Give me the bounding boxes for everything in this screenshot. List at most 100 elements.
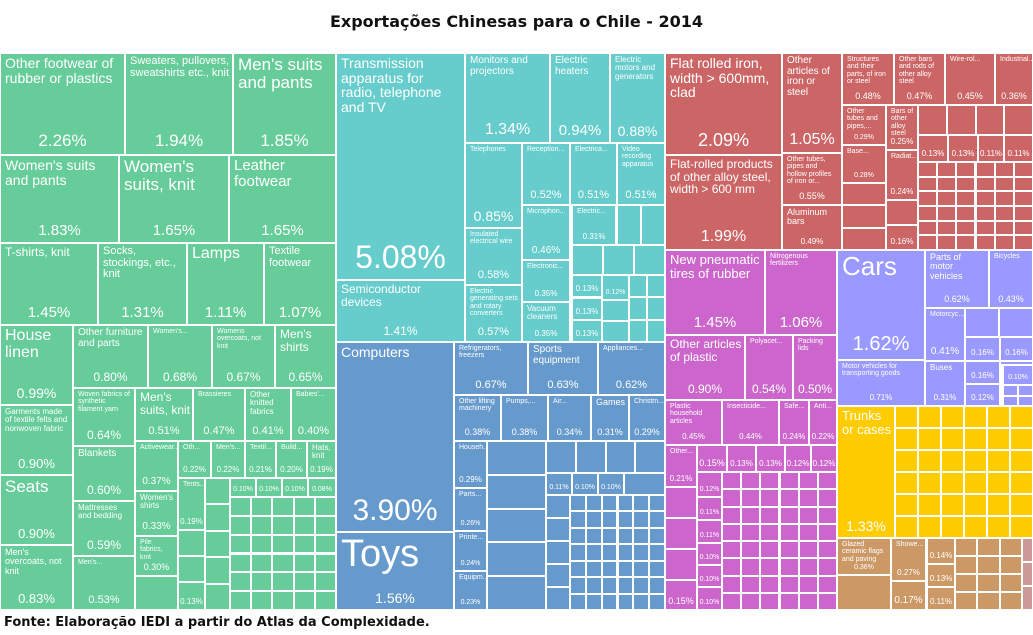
treemap-tile-small[interactable] [946, 105, 976, 135]
treemap-tile[interactable]: Parts... 0.26% [454, 488, 487, 531]
treemap-tile-small[interactable] [601, 577, 618, 594]
treemap-tile-small[interactable] [937, 162, 957, 177]
treemap-tile-small[interactable] [779, 506, 799, 524]
treemap-tile[interactable]: Microphon... 0.46% [522, 205, 570, 260]
treemap-tile-small[interactable] [230, 534, 252, 554]
treemap-tile-small[interactable] [760, 489, 780, 507]
treemap-tile[interactable]: 0.10% [282, 478, 308, 497]
treemap-tile[interactable]: Vacuum cleaners 0.35% [522, 302, 570, 342]
treemap-tile-small[interactable] [1013, 235, 1033, 250]
treemap-tile-small[interactable] [760, 558, 780, 576]
treemap-tile-small[interactable] [722, 558, 742, 576]
treemap-tile[interactable]: Men's suits and pants 1.85% [233, 53, 336, 155]
treemap-tile-small[interactable] [546, 495, 570, 518]
treemap-tile-small[interactable] [964, 516, 987, 538]
treemap-tile[interactable]: 0.11% [697, 497, 722, 520]
treemap-tile[interactable]: Other lifting machinery 0.38% [454, 395, 501, 441]
treemap-tile[interactable]: Computers 3.90% [336, 342, 454, 532]
treemap-tile-small[interactable] [999, 308, 1033, 337]
treemap-tile[interactable]: Men's shirts 0.65% [275, 325, 336, 388]
treemap-tile-small[interactable] [251, 572, 273, 592]
treemap-tile-small[interactable] [994, 162, 1014, 177]
treemap-tile-small[interactable] [895, 450, 918, 472]
treemap-tile[interactable]: Monitors and projectors 1.34% [465, 53, 550, 143]
treemap-tile-small[interactable] [633, 593, 650, 610]
treemap-tile-small[interactable] [975, 191, 995, 206]
treemap-tile-small[interactable] [798, 558, 818, 576]
treemap-tile[interactable]: Oth... 0.22% [178, 441, 211, 478]
treemap-tile-small[interactable] [760, 575, 780, 593]
treemap-tile[interactable]: Men's... 0.53% [73, 556, 135, 610]
treemap-tile-small[interactable] [937, 220, 957, 236]
treemap-tile[interactable]: 0.10% [572, 473, 598, 495]
treemap-tile[interactable]: Buses 0.31% [925, 361, 965, 406]
treemap-tile-small[interactable] [994, 235, 1014, 250]
treemap-tile-small[interactable] [635, 441, 665, 473]
treemap-tile[interactable]: 0.13% [948, 135, 978, 162]
treemap-tile[interactable]: Bicycles 0.43% [989, 250, 1033, 308]
treemap-tile-small[interactable] [741, 472, 761, 490]
treemap-tile-small[interactable] [570, 544, 586, 561]
treemap-tile-small[interactable] [779, 592, 799, 610]
treemap-tile[interactable]: Womens overcoats, not knit 0.67% [212, 325, 275, 388]
treemap-tile-small[interactable] [918, 494, 941, 516]
treemap-tile-small[interactable] [895, 428, 918, 450]
treemap-tile[interactable]: Other footwear of rubber or plastics 2.26… [0, 53, 125, 155]
treemap-tile-small[interactable] [779, 472, 799, 490]
treemap-tile-small[interactable] [314, 591, 336, 610]
treemap-tile[interactable]: 0.16% [1000, 337, 1033, 361]
treemap-tile[interactable]: Sports equipment 0.63% [528, 342, 598, 395]
treemap-tile-small[interactable] [941, 428, 964, 450]
treemap-tile-small[interactable] [314, 497, 336, 516]
treemap-tile-small[interactable] [817, 489, 837, 507]
treemap-tile-small[interactable] [779, 489, 799, 507]
treemap-tile[interactable]: Appliances... 0.62% [598, 342, 665, 395]
treemap-tile-small[interactable] [546, 587, 570, 610]
treemap-tile[interactable]: Insecticide... 0.44% [722, 400, 779, 445]
treemap-tile-small[interactable] [585, 560, 602, 578]
treemap-tile-small[interactable] [779, 558, 799, 576]
treemap-tile-small[interactable] [314, 572, 336, 592]
treemap-tile-small[interactable] [977, 556, 1000, 574]
treemap-tile-small[interactable] [918, 191, 938, 206]
treemap-tile-small[interactable] [546, 441, 576, 473]
treemap-tile-small[interactable] [205, 530, 230, 558]
treemap-tile-small[interactable] [918, 406, 941, 428]
treemap-tile-small[interactable] [649, 511, 665, 528]
treemap-tile[interactable]: 0.12% [965, 384, 1000, 406]
treemap-tile[interactable]: 0.12% [697, 472, 722, 497]
treemap-tile-small[interactable] [937, 235, 957, 250]
treemap-tile-small[interactable] [760, 592, 780, 610]
treemap-tile[interactable]: Glazed ceramic flags and paving 0.36% [837, 538, 891, 575]
treemap-tile[interactable]: Trunks or cases 1.33% [837, 406, 895, 538]
treemap-tile-small[interactable] [975, 206, 995, 221]
treemap-tile-small[interactable] [817, 575, 837, 593]
treemap-tile-small[interactable] [817, 506, 837, 524]
treemap-tile-small[interactable] [994, 220, 1014, 236]
treemap-tile-small[interactable] [1003, 395, 1018, 406]
treemap-tile-small[interactable] [601, 544, 618, 561]
treemap-tile[interactable]: Printe... 0.24% [454, 531, 487, 571]
treemap-tile-small[interactable] [937, 206, 957, 221]
treemap-tile[interactable]: 0.17% [891, 581, 926, 610]
treemap-tile[interactable]: Women's... 0.68% [148, 325, 212, 388]
treemap-tile-small[interactable] [964, 494, 987, 516]
treemap-tile-small[interactable] [629, 297, 647, 320]
treemap-tile-small[interactable] [977, 538, 1000, 556]
treemap-tile[interactable]: Games 0.31% [591, 395, 629, 441]
treemap-tile-small[interactable] [956, 220, 976, 236]
treemap-tile-small[interactable] [205, 504, 230, 531]
treemap-tile-small[interactable] [570, 560, 586, 578]
treemap-tile[interactable]: Motor vehicles for transporting goods 0.7… [837, 360, 925, 406]
treemap-tile-small[interactable] [602, 321, 629, 342]
treemap-tile-small[interactable] [617, 205, 641, 245]
treemap-tile[interactable]: Electric generating sets and rotary conv… [465, 285, 522, 342]
treemap-tile[interactable]: Electric heaters 0.94% [550, 53, 610, 143]
treemap-tile-small[interactable] [634, 245, 665, 275]
treemap-tile-small[interactable] [1010, 450, 1033, 472]
treemap-tile-small[interactable] [205, 583, 230, 610]
treemap-tile-small[interactable] [633, 527, 650, 545]
treemap-tile-small[interactable] [570, 527, 586, 545]
treemap-tile-small[interactable] [251, 515, 273, 535]
treemap-tile[interactable]: 0.15% [665, 580, 697, 610]
